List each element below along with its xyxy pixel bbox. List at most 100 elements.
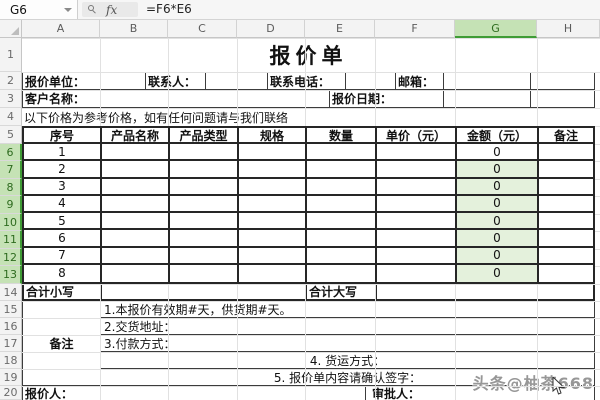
- cell-spec-r13[interactable]: [239, 264, 307, 282]
- cell-spec-r6[interactable]: [239, 144, 307, 162]
- cell-quantity-r11[interactable]: [307, 230, 377, 248]
- row-header-7[interactable]: 7: [0, 161, 22, 179]
- approver-input[interactable]: [456, 386, 594, 400]
- cell-product-name-r13[interactable]: [102, 264, 170, 282]
- row-header-6[interactable]: 6: [0, 144, 22, 161]
- cell-product-name-r10[interactable]: [102, 213, 170, 231]
- column-header-C[interactable]: C: [168, 20, 237, 38]
- cell-product-type-r11[interactable]: [170, 230, 239, 248]
- cell-unit-price-r11[interactable]: [377, 230, 457, 248]
- remark-line-2[interactable]: 2.交货地址：: [101, 318, 594, 335]
- cell-quantity-r9[interactable]: [307, 195, 377, 213]
- cell-spec-r10[interactable]: [239, 213, 307, 231]
- row-header-4[interactable]: 4: [0, 108, 22, 126]
- remark-line-4[interactable]: 4. 货运方式：: [101, 352, 594, 369]
- row-header-3[interactable]: 3: [0, 90, 22, 108]
- cell-product-type-r10[interactable]: [170, 213, 239, 231]
- column-header-F[interactable]: F: [375, 20, 455, 38]
- cell-spec-r8[interactable]: [239, 178, 307, 196]
- cell-spec-r12[interactable]: [239, 247, 307, 265]
- row-header-13[interactable]: 13: [0, 266, 22, 284]
- row-header-8[interactable]: 8: [0, 179, 22, 196]
- cell-unit-price-r13[interactable]: [377, 264, 457, 282]
- cell-serial-r6[interactable]: 1: [24, 144, 102, 162]
- cell-unit-price-r7[interactable]: [377, 161, 457, 179]
- cell-unit-price-r8[interactable]: [377, 178, 457, 196]
- row-header-15[interactable]: 15: [0, 301, 22, 318]
- cell-remark-r11[interactable]: [539, 230, 593, 248]
- cell-remark-r13[interactable]: [539, 265, 593, 282]
- cell-remark-r6[interactable]: [539, 144, 593, 162]
- table-header-amount[interactable]: 金额（元）: [457, 128, 539, 144]
- quoter-label[interactable]: 报价人：: [23, 386, 101, 400]
- select-all-corner[interactable]: [0, 20, 22, 38]
- cell-amount-r11[interactable]: 0: [457, 230, 539, 248]
- column-header-E[interactable]: E: [305, 20, 375, 38]
- row-header-12[interactable]: 12: [0, 249, 22, 266]
- cell-unit-price-r6[interactable]: [377, 144, 457, 162]
- cell-remark-r7[interactable]: [539, 161, 593, 179]
- table-header-remark[interactable]: 备注: [539, 128, 593, 144]
- fx-icon[interactable]: fx: [106, 2, 118, 17]
- totals-lower-label[interactable]: 合计小写: [24, 284, 102, 299]
- quote-unit-label[interactable]: 报价单位：: [23, 73, 101, 89]
- cell-quantity-r10[interactable]: [307, 213, 377, 231]
- column-header-G[interactable]: G: [455, 20, 537, 38]
- notice-text[interactable]: 以下价格为参考价格，如有任何问题请与我们联络: [22, 108, 595, 126]
- customer-label[interactable]: 客户名称：: [23, 90, 101, 107]
- cell-amount-r12[interactable]: 0: [457, 247, 539, 265]
- contact-label[interactable]: 联系人：: [146, 73, 206, 89]
- cell-product-type-r12[interactable]: [170, 247, 239, 265]
- row-header-5[interactable]: 5: [0, 126, 22, 144]
- cell-amount-r9[interactable]: 0: [457, 195, 539, 213]
- cell-serial-r12[interactable]: 7: [24, 247, 102, 265]
- cell-amount-r6[interactable]: 0: [457, 144, 539, 162]
- cell-product-type-r7[interactable]: [170, 161, 239, 179]
- cell-unit-price-r12[interactable]: [377, 247, 457, 265]
- cell-product-type-r13[interactable]: [170, 264, 239, 282]
- approver-label[interactable]: 审批人：: [366, 386, 456, 400]
- column-header-H[interactable]: H: [537, 20, 600, 38]
- cell-quantity-r6[interactable]: [307, 144, 377, 162]
- cell-serial-r13[interactable]: 8: [24, 264, 102, 282]
- totals-lower-input[interactable]: [102, 284, 307, 299]
- customer-input[interactable]: [101, 90, 330, 107]
- cell-serial-r10[interactable]: 5: [24, 213, 102, 231]
- cell-quantity-r13[interactable]: [307, 264, 377, 282]
- cell-serial-r8[interactable]: 3: [24, 178, 102, 196]
- cell-product-name-r7[interactable]: [102, 161, 170, 179]
- row-header-16[interactable]: 16: [0, 318, 22, 335]
- row-header-14[interactable]: 14: [0, 284, 22, 301]
- row-header-20[interactable]: 20: [0, 386, 22, 400]
- row-header-17[interactable]: 17: [0, 335, 22, 352]
- phone-input[interactable]: [346, 73, 396, 89]
- info-row-2-spare-cell[interactable]: [531, 90, 594, 107]
- column-header-A[interactable]: A: [22, 20, 100, 38]
- row-header-19[interactable]: 19: [0, 369, 22, 386]
- totals-upper-label[interactable]: 合计大写: [307, 284, 377, 299]
- chevron-down-icon[interactable]: [64, 7, 72, 12]
- row-header-11[interactable]: 11: [0, 231, 22, 249]
- email-label[interactable]: 邮箱：: [396, 73, 444, 89]
- cell-product-name-r11[interactable]: [102, 230, 170, 248]
- cell-remark-r9[interactable]: [539, 196, 593, 213]
- cell-product-type-r9[interactable]: [170, 195, 239, 213]
- cell-remark-r8[interactable]: [539, 179, 593, 196]
- row-header-18[interactable]: 18: [0, 352, 22, 369]
- cell-remark-r10[interactable]: [539, 213, 593, 231]
- magnifier-icon[interactable]: [88, 4, 98, 15]
- cell-unit-price-r9[interactable]: [377, 195, 457, 213]
- cell-product-name-r12[interactable]: [102, 247, 170, 265]
- cell-serial-r11[interactable]: 6: [24, 230, 102, 248]
- remark-line-5[interactable]: 5. 报价单内容请确认签字：: [273, 370, 422, 385]
- quote-date-label[interactable]: 报价日期：: [330, 90, 444, 107]
- remark-line-3[interactable]: 3.付款方式：: [101, 335, 594, 352]
- remark-line-1[interactable]: 1.本报价有效期#天，供货期#天。: [101, 301, 594, 318]
- quote-date-input[interactable]: [444, 90, 531, 107]
- cell-unit-price-r10[interactable]: [377, 213, 457, 231]
- cell-spec-r7[interactable]: [239, 161, 307, 179]
- table-header-quantity[interactable]: 数量: [307, 128, 377, 144]
- email-input[interactable]: [444, 73, 531, 89]
- cell-spec-r11[interactable]: [239, 230, 307, 248]
- phone-label[interactable]: 联系电话：: [268, 73, 346, 89]
